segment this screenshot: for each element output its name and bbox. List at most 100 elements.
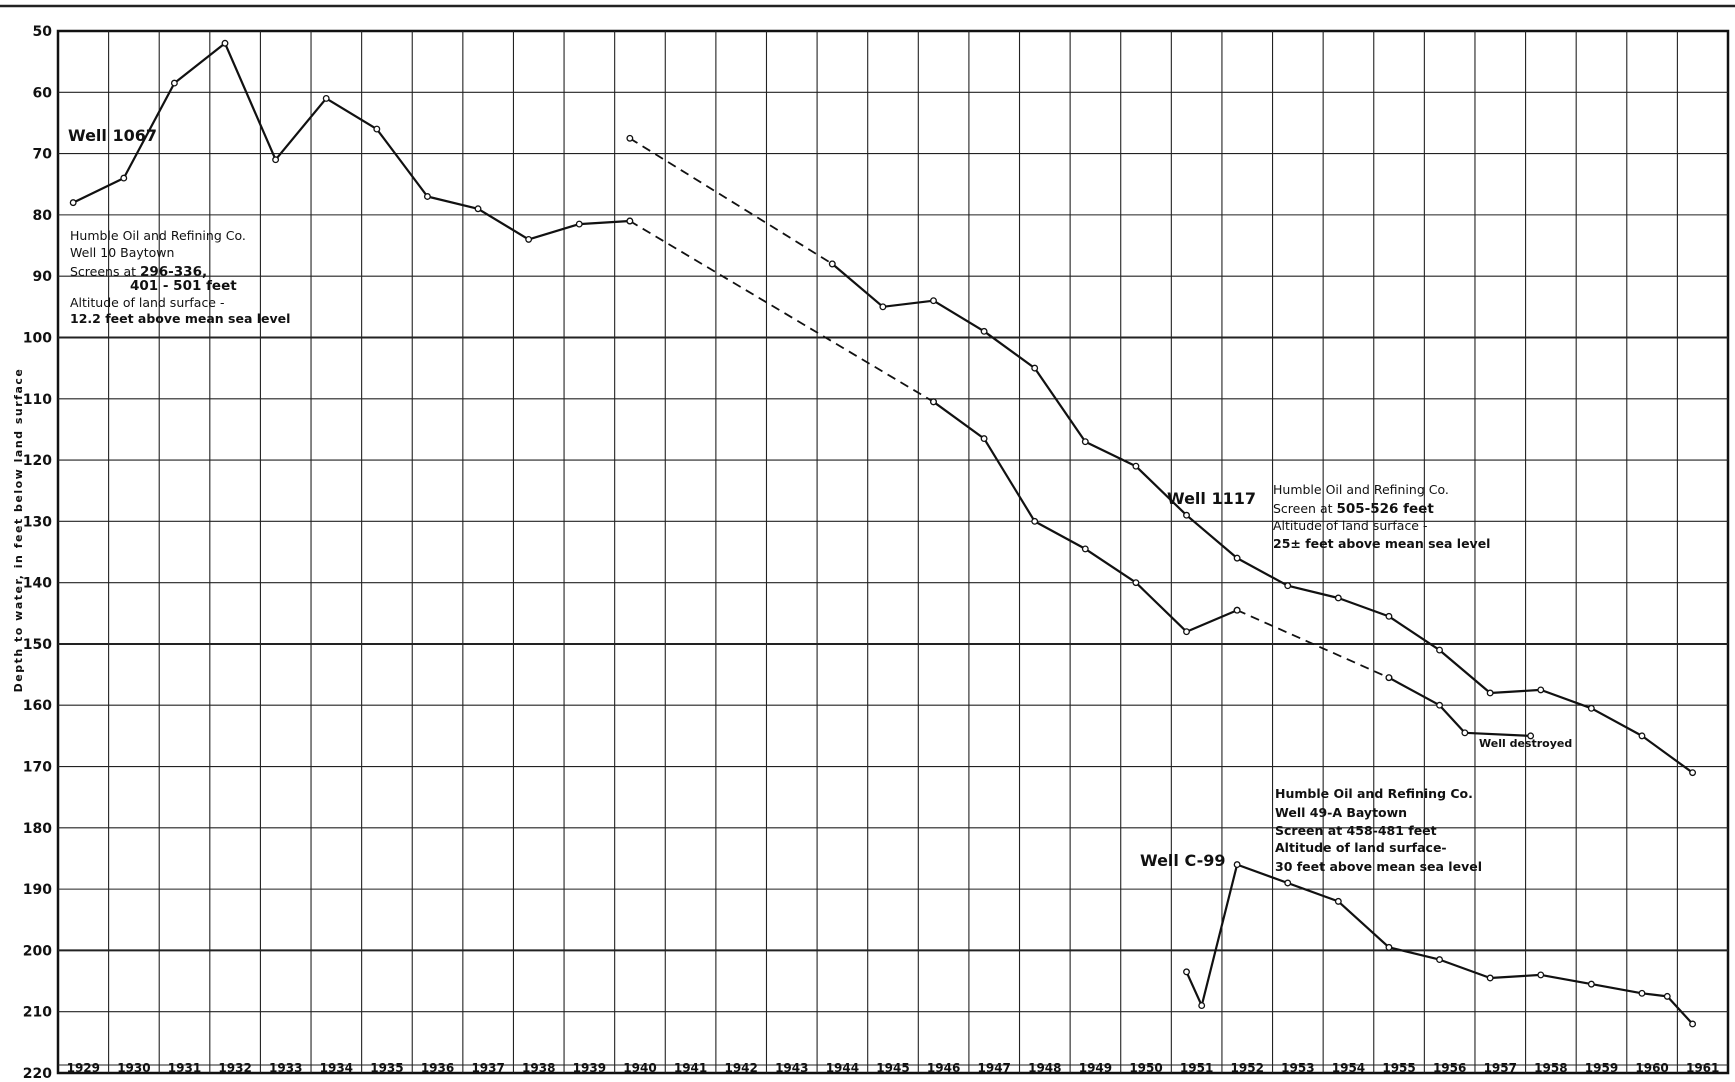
y-tick-label: 140 [23,576,52,592]
desc-well-1067-line2: Well 10 Baytown [70,245,174,260]
data-point [373,125,381,133]
data-point [1486,974,1494,982]
data-point [1284,879,1292,887]
series-line [932,400,1238,633]
y-tick-label: 130 [23,514,52,530]
x-tick-label: 1931 [168,1061,201,1075]
desc-well-1067-line3a: Screens at [70,264,140,279]
desc-well-1117-line3: Altitude of land surface - [1273,518,1428,533]
y-tick-label: 120 [23,453,52,469]
x-tick-label: 1959 [1585,1061,1618,1075]
plot-frame [56,29,1730,1075]
x-tick-label: 1947 [978,1061,1011,1075]
grid [58,31,1728,1073]
series-line [629,220,934,403]
y-tick-label: 110 [23,392,52,408]
series-line [629,137,833,265]
x-tick-label: 1941 [674,1061,707,1075]
data-point [69,199,77,207]
series-layer [72,42,1694,1025]
data-point [1081,545,1089,553]
x-tick-label: 1955 [1382,1061,1415,1075]
data-point [1436,646,1443,654]
data-point [1233,606,1241,614]
y-tick-label: 60 [33,85,53,101]
x-tick-label: 1944 [826,1061,859,1075]
data-point [322,94,330,102]
x-tick-label: 1935 [370,1061,403,1075]
data-point [1198,1002,1206,1010]
data-point [980,327,988,335]
label-well-1067: Well 1067 [68,126,157,145]
y-axis-ticks: 50 60 70 80 90 100 110 120 130 140 150 160 170 180 190… [23,24,52,1082]
x-tick-label: 1936 [421,1061,454,1075]
points-layer [69,39,1697,1028]
data-point [1689,1020,1697,1028]
data-point [1385,943,1393,951]
x-tick-label: 1948 [1028,1061,1061,1075]
data-point [980,435,988,443]
data-point [1537,971,1545,979]
data-point [1527,732,1535,740]
data-point [272,156,280,164]
data-point [1334,594,1342,602]
x-tick-label: 1929 [67,1061,100,1075]
desc-well-1067-line4: 401 - 501 feet [130,278,237,294]
data-point [474,205,482,213]
data-point [1183,511,1190,519]
data-point [626,217,634,225]
data-point [1638,732,1646,740]
y-axis-label: Depth to water, in feet below land surfa… [12,368,25,693]
label-well-1117: Well 1117 [1167,489,1256,508]
data-point [423,193,431,200]
x-tick-label: 1932 [218,1061,251,1075]
data-point [1689,769,1697,777]
x-tick-label: 1933 [269,1061,302,1075]
desc-well-1117-line2a: Screen at [1273,501,1336,516]
data-point [1486,689,1494,697]
y-tick-label: 100 [23,330,52,346]
series-line [1388,676,1531,737]
x-tick-label: 1950 [1129,1061,1162,1075]
desc-well-c99-line5: 30 feet above mean sea level [1275,859,1482,874]
desc-well-1067-line1: Humble Oil and Refining Co. [70,228,246,243]
y-tick-label: 200 [23,943,52,959]
desc-well-1067: Humble Oil and Refining Co. Well 10 Bayt… [70,228,290,326]
y-tick-label: 190 [23,882,52,898]
data-point [221,39,229,47]
data-point [1461,729,1469,737]
data-point [626,134,634,142]
label-well-destroyed: Well destroyed [1479,737,1572,750]
data-point [170,79,178,87]
series-line [1236,609,1390,679]
data-point [1334,897,1342,905]
data-point [1385,612,1393,620]
data-point [930,398,937,406]
y-tick-label: 160 [23,698,52,714]
x-tick-label: 1961 [1686,1061,1719,1075]
data-point [1132,462,1140,470]
x-tick-label: 1938 [522,1061,555,1075]
x-tick-label: 1958 [1534,1061,1567,1075]
x-tick-label: 1949 [1079,1061,1112,1075]
y-tick-label: 220 [23,1066,52,1082]
series-line [831,263,1694,774]
data-point [1537,686,1545,694]
series-line [1185,863,1694,1025]
x-tick-label: 1952 [1231,1061,1264,1075]
data-point [1587,980,1595,988]
x-tick-label: 1946 [927,1061,960,1075]
data-point [930,297,937,305]
data-point [1183,628,1190,636]
desc-well-1117-line2b: 505-526 feet [1336,501,1434,517]
data-point [1081,438,1089,446]
x-tick-label: 1954 [1332,1061,1365,1075]
x-tick-label: 1953 [1281,1061,1314,1075]
x-tick-label: 1943 [775,1061,808,1075]
desc-well-1117-line4: 25± feet above mean sea level [1273,536,1490,551]
y-tick-label: 210 [23,1005,52,1021]
label-well-c99: Well C-99 [1140,851,1225,870]
desc-well-1067-line6: 12.2 feet above mean sea level [70,311,290,326]
data-point [1385,674,1393,682]
data-point [1233,861,1241,869]
